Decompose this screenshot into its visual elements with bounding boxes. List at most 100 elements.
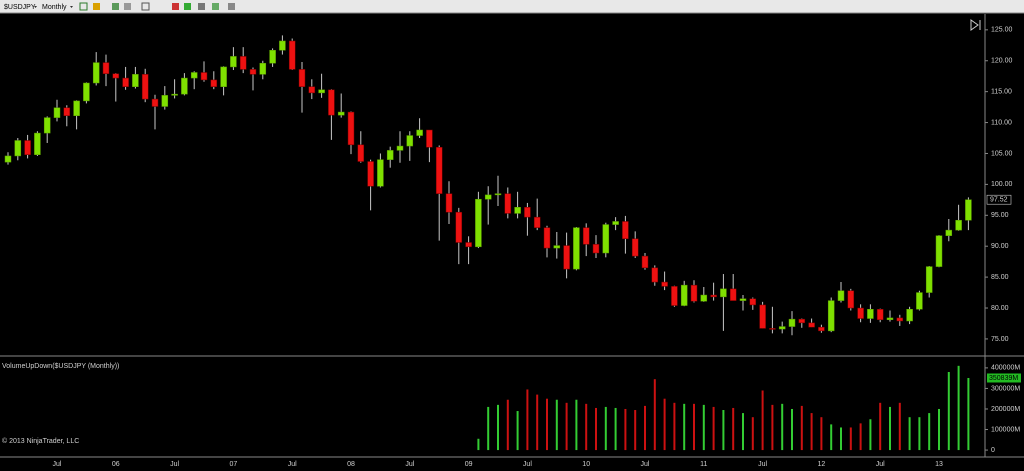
tool-icon[interactable] xyxy=(212,3,219,10)
candle-up xyxy=(700,294,708,302)
tool-icon[interactable] xyxy=(228,3,235,10)
candle-up xyxy=(34,132,41,155)
volume-up-bar xyxy=(516,411,519,451)
volume-down-bar xyxy=(546,398,548,451)
x-tick-label: Jul xyxy=(53,461,62,468)
candle-up xyxy=(886,317,894,321)
candle-down xyxy=(455,211,463,243)
volume-up-bar xyxy=(840,427,842,451)
x-tick-label: 10 xyxy=(582,461,590,468)
candle-down xyxy=(690,284,698,302)
tool-icon[interactable] xyxy=(198,3,205,10)
candle-down xyxy=(239,56,247,70)
candle-down xyxy=(710,294,717,298)
x-tick-label: 08 xyxy=(347,461,355,468)
volume-up-bar xyxy=(830,424,833,451)
tool-icon[interactable] xyxy=(184,3,191,10)
tool-icon[interactable] xyxy=(79,2,88,11)
candle-down xyxy=(876,309,884,321)
candle-down xyxy=(661,281,668,287)
candle-up xyxy=(494,193,502,196)
candle-up xyxy=(220,66,227,87)
volume-up-bar xyxy=(497,404,499,451)
candle-up xyxy=(416,129,423,136)
y-tick-label: 120.00 xyxy=(991,58,1013,65)
candle-up xyxy=(73,100,80,117)
candle-down xyxy=(533,216,541,228)
candle-up xyxy=(386,150,394,160)
tool-icon[interactable] xyxy=(172,3,179,10)
candle-down xyxy=(896,317,904,322)
candle-down xyxy=(347,111,355,146)
candle-up xyxy=(318,89,325,94)
candle-down xyxy=(141,74,149,100)
volume-up-bar xyxy=(908,417,911,451)
volume-up-bar xyxy=(889,406,891,451)
candle-down xyxy=(249,69,257,75)
candle-down xyxy=(749,298,757,306)
tool-icon[interactable] xyxy=(112,3,119,10)
last-price-box xyxy=(986,194,1012,205)
volume-up-bar xyxy=(791,408,793,451)
x-tick-label: Jul xyxy=(288,461,297,468)
interval-selector[interactable]: Monthly xyxy=(42,4,67,11)
volume-up-bar xyxy=(683,403,686,451)
candle-up xyxy=(739,298,747,301)
candle-down xyxy=(102,62,110,74)
volume-up-bar xyxy=(928,413,931,451)
candle-up xyxy=(720,288,727,298)
candle-up xyxy=(43,117,51,134)
y-tick-label: 105.00 xyxy=(991,150,1013,157)
scroll-to-end-button[interactable] xyxy=(970,19,981,31)
candle-up xyxy=(906,309,913,322)
volume-down-bar xyxy=(732,407,735,451)
candle-down xyxy=(543,227,551,249)
candle-up xyxy=(4,155,12,163)
x-tick-label: Jul xyxy=(523,461,532,468)
candle-down xyxy=(818,326,825,332)
candle-up xyxy=(53,107,61,118)
candle-down xyxy=(367,161,374,187)
candle-down xyxy=(759,304,766,329)
volume-down-bar xyxy=(898,402,901,451)
tool-icon[interactable] xyxy=(93,3,100,10)
candle-down xyxy=(563,245,570,270)
candle-up xyxy=(83,82,90,102)
tool-icon[interactable] xyxy=(124,3,131,10)
candle-up xyxy=(955,219,962,231)
candle-up xyxy=(612,221,619,225)
candle-down xyxy=(651,267,659,283)
candle-up xyxy=(778,326,786,330)
volume-up-bar xyxy=(722,410,725,451)
candle-down xyxy=(592,244,600,254)
volume-up-bar xyxy=(575,399,578,451)
candle-down xyxy=(582,227,590,245)
candle-up xyxy=(92,62,100,84)
candle-up xyxy=(514,207,521,214)
volume-up-bar xyxy=(604,406,607,451)
volume-down-bar xyxy=(673,402,676,451)
candle-down xyxy=(357,144,365,162)
volume-down-bar xyxy=(712,406,715,451)
last-volume-box xyxy=(987,373,1021,383)
candle-up xyxy=(945,229,953,236)
candle-up xyxy=(602,224,610,254)
volume-up-bar xyxy=(938,408,940,451)
volume-down-bar xyxy=(663,398,666,451)
candle-up xyxy=(132,74,139,87)
candle-up xyxy=(837,290,845,301)
candle-down xyxy=(808,322,815,328)
y-tick-label: 200000M xyxy=(991,406,1020,413)
symbol-selector[interactable]: $USDJPY xyxy=(4,4,36,11)
volume-down-bar xyxy=(506,399,509,451)
tool-icon[interactable] xyxy=(141,2,150,11)
volume-up-bar xyxy=(555,399,558,451)
volume-down-bar xyxy=(859,423,862,451)
toolbar xyxy=(0,0,1024,13)
volume-up-bar xyxy=(869,419,872,451)
volume-up-bar xyxy=(781,403,784,451)
candle-down xyxy=(298,69,306,87)
candle-down xyxy=(857,307,864,319)
x-tick-label: 09 xyxy=(465,461,473,468)
